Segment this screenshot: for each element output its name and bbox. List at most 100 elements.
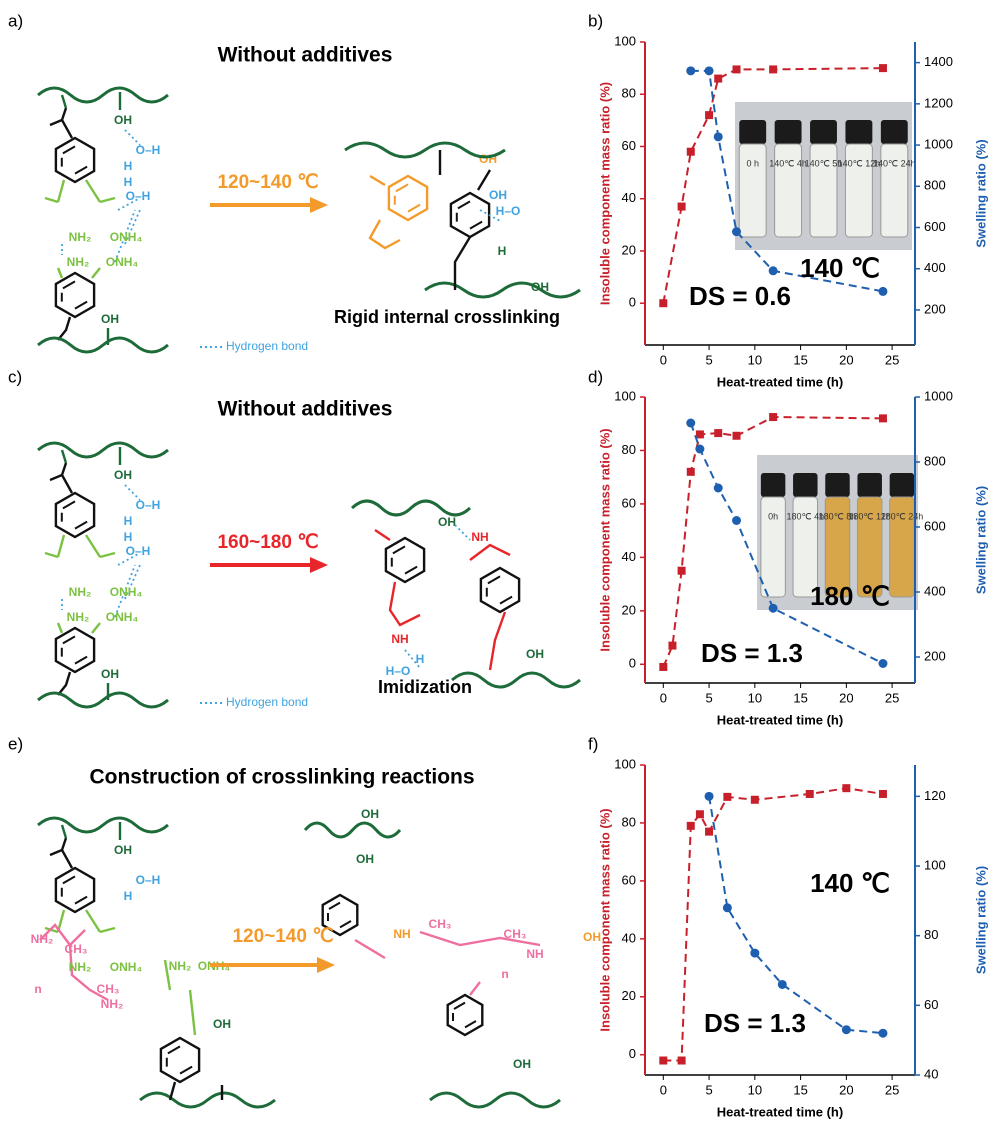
data-point	[705, 111, 714, 120]
bond	[44, 534, 116, 559]
annotation: 140 ℃	[810, 868, 890, 898]
data-point	[704, 66, 714, 76]
vial-body	[880, 143, 909, 238]
chem-label: NH	[391, 632, 408, 646]
bond	[479, 209, 503, 223]
benzene-ring	[387, 174, 429, 222]
benzene-ring	[479, 566, 521, 614]
reaction-condition: 120~140 ℃	[217, 172, 318, 193]
panel-label: a)	[8, 11, 23, 30]
y-tick-label: 40	[622, 549, 636, 564]
y-tick-label: 100	[614, 33, 636, 48]
panel-label: e)	[8, 734, 23, 753]
annotation: 180 ℃	[810, 581, 890, 611]
chem-label: CH₃	[65, 942, 88, 956]
y2-tick-label: 800	[924, 453, 946, 468]
x-tick-label: 15	[793, 690, 807, 705]
data-point	[659, 299, 668, 308]
polymer-chain	[37, 86, 169, 104]
chem-label: H	[124, 159, 133, 173]
polymer-chain	[37, 816, 169, 834]
y-tick-label: 80	[622, 86, 636, 101]
data-point	[686, 66, 696, 76]
chem-label: CH₃	[504, 927, 527, 941]
y2-tick-label: 1400	[924, 54, 953, 69]
data-point	[768, 603, 778, 613]
data-point	[777, 979, 787, 989]
data-point	[841, 1025, 851, 1035]
y2-tick-label: 1000	[924, 388, 953, 403]
bond	[404, 524, 471, 669]
x-tick-label: 5	[705, 690, 712, 705]
vial-cap	[760, 473, 786, 497]
vial-label: 0 h	[746, 158, 759, 168]
x-tick-label: 10	[748, 690, 762, 705]
benzene-ring	[384, 536, 426, 584]
vial-cap	[810, 120, 837, 144]
x-tick-label: 5	[705, 352, 712, 367]
fit-line	[663, 787, 884, 1062]
bond	[56, 267, 101, 279]
data-point	[732, 431, 741, 440]
bond	[56, 622, 101, 634]
benzene-ring	[54, 271, 96, 319]
vial-label: 180℃ 24h	[881, 511, 924, 521]
chem-label: ONH₄	[110, 585, 143, 599]
chem-label: NH₂	[69, 585, 92, 599]
x-tick-label: 20	[839, 352, 853, 367]
data-point	[723, 792, 732, 801]
arrow-head	[310, 557, 328, 573]
bond	[39, 923, 109, 1002]
chem-label: OH	[114, 843, 132, 857]
chem-label: H	[124, 175, 133, 189]
vial-cap	[793, 473, 818, 497]
x-tick-label: 15	[793, 352, 807, 367]
bond	[61, 484, 141, 618]
bond	[354, 930, 541, 996]
y-tick-label: 20	[622, 242, 636, 257]
polymer-chain	[139, 1091, 276, 1109]
benzene-ring	[321, 893, 359, 937]
benzene-ring	[54, 136, 96, 184]
bond	[57, 316, 72, 341]
chem-label: O–H	[136, 873, 161, 887]
vial-cap	[825, 473, 850, 497]
ring-double-bonds	[455, 200, 483, 230]
annotation: DS = 1.3	[704, 1008, 806, 1038]
vial-label: 140℃ 4h	[769, 158, 807, 168]
y2-tick-label: 800	[924, 178, 946, 193]
data-point	[677, 566, 686, 575]
bond	[60, 92, 122, 110]
chem-label: OH	[114, 113, 132, 127]
vial-label: 180℃ 8h	[819, 511, 857, 521]
x-tick-label: 15	[793, 1082, 807, 1097]
polymer-chain	[429, 1091, 561, 1109]
data-point	[714, 429, 723, 438]
vial-body	[824, 496, 851, 598]
reaction-condition: 160~180 ℃	[217, 532, 318, 553]
panel-label: c)	[8, 367, 22, 386]
data-point	[732, 516, 742, 525]
x-tick-label: 0	[660, 352, 667, 367]
data-point	[686, 147, 695, 156]
vial-label: 180℃ 12h	[848, 511, 891, 521]
data-point	[686, 418, 696, 428]
polymer-chain	[451, 671, 581, 689]
y2-tick-label: 100	[924, 857, 946, 872]
benzene-ring	[446, 993, 484, 1037]
y-tick-label: 0	[629, 1046, 636, 1061]
vial-body	[760, 496, 786, 598]
bond	[61, 129, 141, 263]
chem-label: O–H	[136, 143, 161, 157]
y-tick-label: 60	[622, 138, 636, 153]
vial-body	[774, 143, 803, 238]
x-tick-label: 25	[885, 352, 899, 367]
ring-double-bonds	[60, 500, 88, 530]
vial-label: 140℃ 24h	[873, 158, 916, 168]
data-point	[686, 467, 695, 476]
y2-tick-label: 1000	[924, 136, 953, 151]
vial-cap	[857, 473, 882, 497]
annotation: DS = 0.6	[689, 281, 791, 311]
x-tick-label: 25	[885, 690, 899, 705]
